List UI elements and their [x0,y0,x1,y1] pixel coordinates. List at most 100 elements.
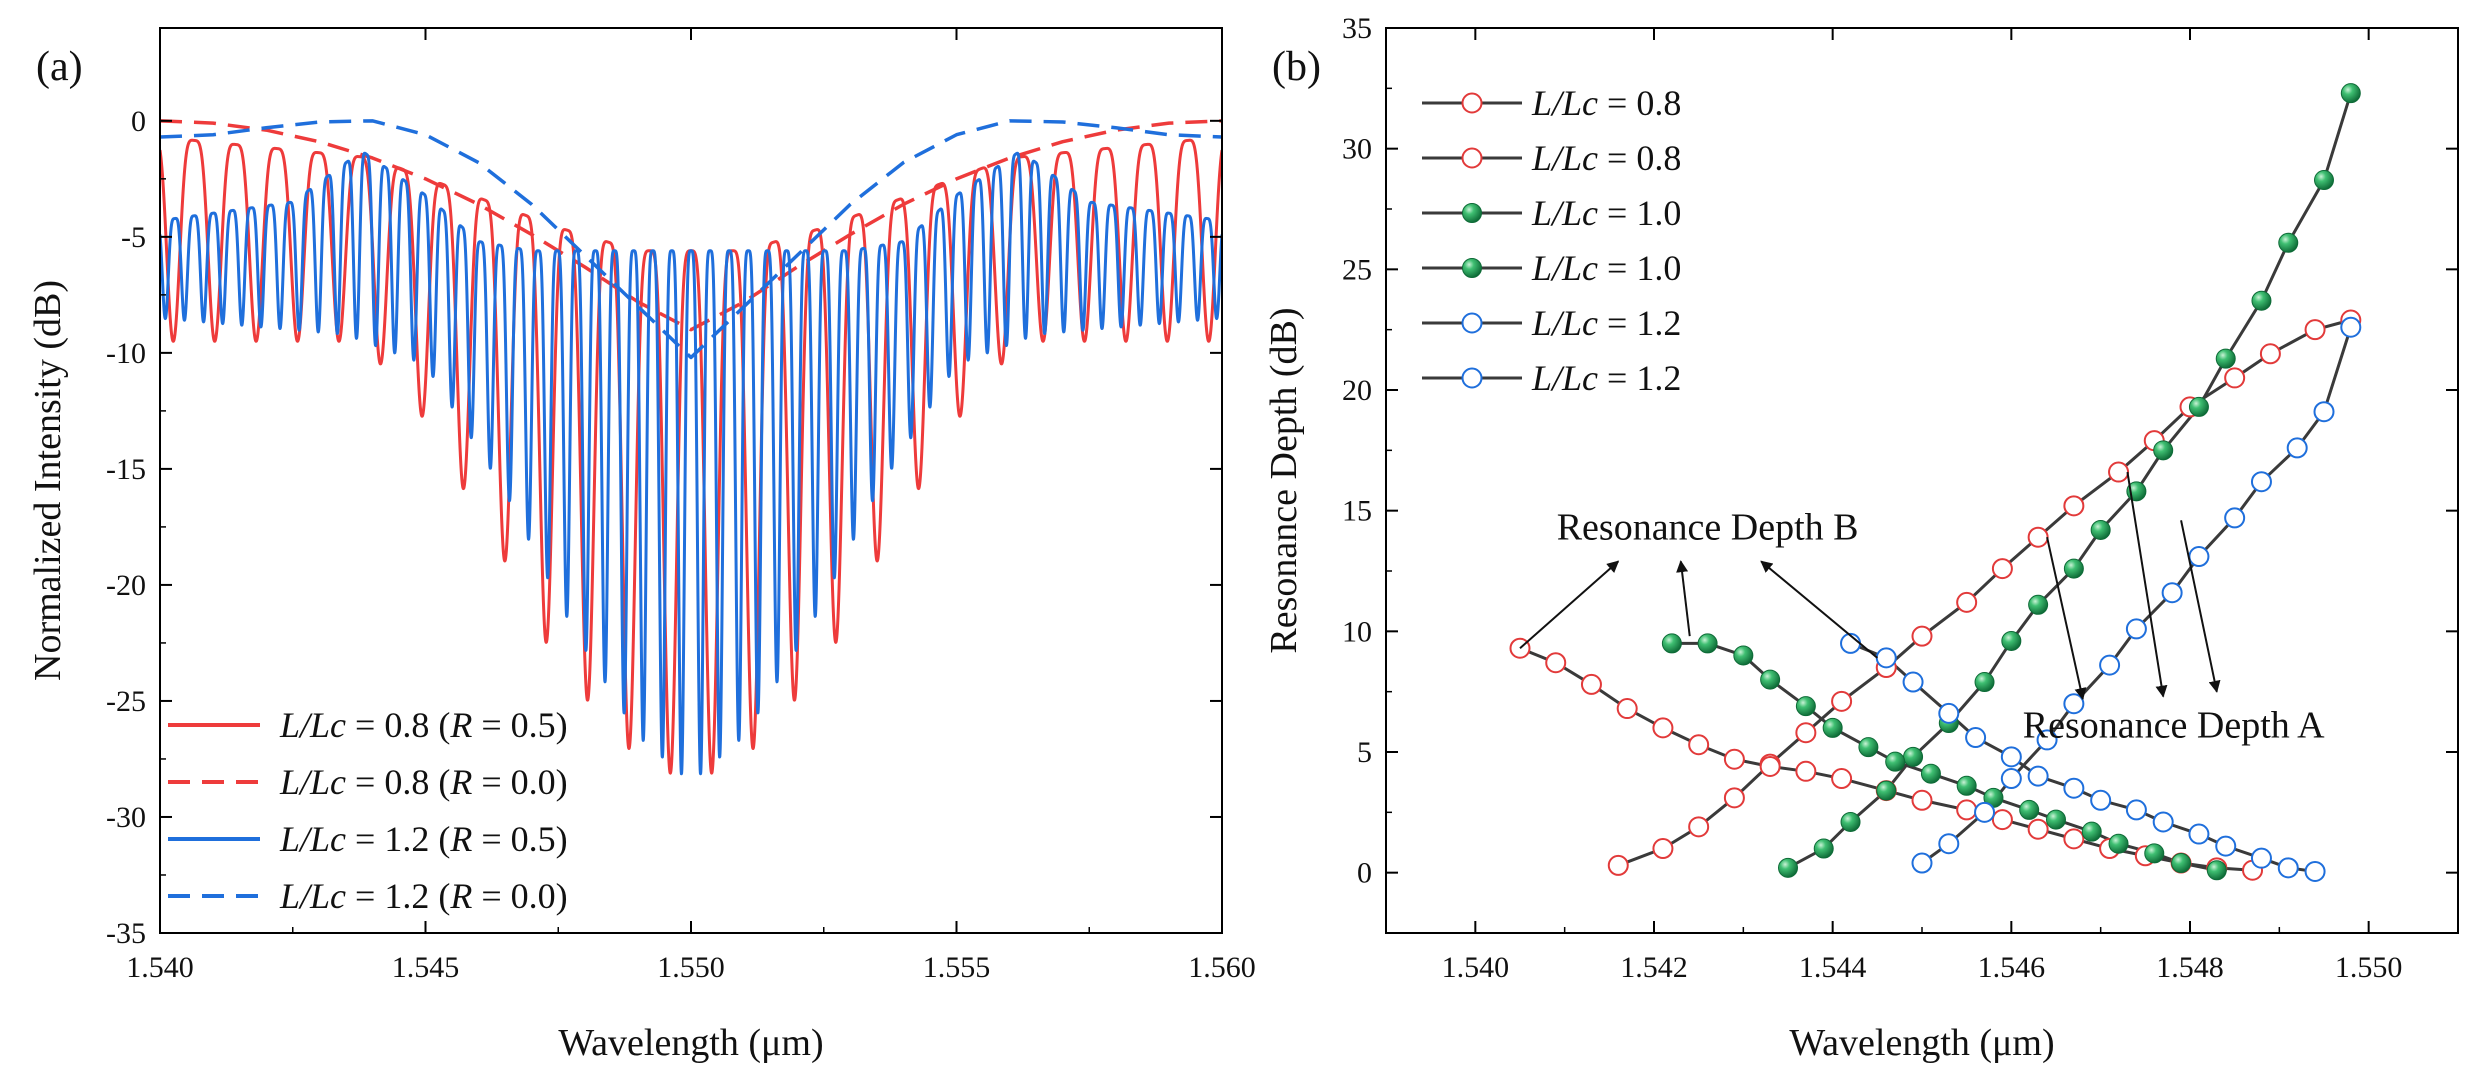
panel-b-point-s3-6 [1858,737,1879,758]
panel-b-legend: L/Lc = 0.8L/Lc = 0.8L/Lc = 1.0L/Lc = 1.0… [1422,83,1681,398]
panel-b-y-tick-label: 30 [1342,133,1372,166]
panel-a-legend-label-1-lhs: L/Lc [279,762,346,802]
panel-b-point-s1-15 [2063,828,2085,850]
panel-b-legend-label-5: L/Lc = 1.2 [1531,358,1681,398]
panel-b-point-s4-3 [2000,768,2022,790]
panel-a-y-tick-label: -25 [106,685,146,718]
panel-b-legend-label-0: L/Lc = 0.8 [1531,83,1681,123]
panel-b-series-line-0 [1617,318,2352,867]
panel-b-point-s5-9 [2125,799,2147,821]
panel-b-point-s0-0 [1607,854,1629,876]
panel-b-legend-marker-1 [1461,147,1483,169]
panel-b-point-s4-14 [2340,316,2362,338]
panel-b-arrow-a-2 [2180,520,2221,693]
panel-a-legend: L/Lc = 0.8 ( R = 0.5) L/Lc = 0.8 (R = 0.0)… [168,705,568,916]
panel-b-legend-label-1-val: = 0.8 [1598,138,1681,178]
panel-b-x-tick-label: 1.540 [1442,951,1510,984]
panel-b-legend-marker-5 [1461,367,1483,389]
panel-b-point-s3-16 [2171,853,2192,874]
panel-b-point-s1-13 [1991,809,2013,831]
panel-b-point-s4-10 [2224,507,2246,529]
panel-a-legend-label-0-lhs: L/Lc [279,705,346,745]
panel-b-arrow-b-1 [1676,560,1691,637]
panel-b-x-tick-label: 1.550 [2335,951,2403,984]
panel-a-series-line-0 [160,138,1222,775]
panel-a-y-tick-label: -10 [106,337,146,370]
panel-b-point-s1-3 [1616,698,1638,720]
panel-a-legend-label-0-rval: = 0.5) [472,705,567,745]
panel-b-point-s4-2 [1974,801,1996,823]
panel-b-point-s1-1 [1545,652,1567,674]
panel-b-point-s5-13 [2250,847,2272,869]
panel-b-point-s3-1 [1697,633,1718,654]
panel-b-legend-label-2: L/Lc = 1.0 [1531,193,1681,233]
panel-a-y-tick-label: -35 [106,917,146,950]
panel-b-legend-marker-2 [1462,203,1482,223]
panel-b-point-s5-12 [2215,835,2237,857]
panel-b-point-s0-10 [1991,558,2013,580]
panel-a-legend-label-3-val: = 1.2 ( [346,876,450,916]
panel-b-point-s2-18 [2340,83,2361,104]
panel-b-point-s4-13 [2313,401,2335,423]
panel-b-point-s5-10 [2152,811,2174,833]
panel-b-arrow-a-1 [2126,471,2168,698]
panel-b-y-tick-label: 25 [1342,253,1372,286]
panel-a-y-axis-label: Normalized Intensity (dB) [27,280,69,681]
panel-b-point-s0-12 [2063,495,2085,517]
panel-b-point-s5-7 [2063,777,2085,799]
panel-b-point-s1-9 [1831,768,1853,790]
panel-b-y-axis-label: Resonance Depth (dB) [1263,307,1305,653]
panel-a-legend-label-3: L/Lc = 1.2 (R = 0.0) [279,876,568,916]
panel-b-point-s4-9 [2188,546,2210,568]
panel-b-point-s2-12 [2153,440,2174,461]
panel-a-x-tick-label: 1.550 [657,951,725,984]
panel-b-point-s3-4 [1795,696,1816,717]
panel-b-point-s5-5 [2000,746,2022,768]
panel-b-point-s0-1 [1652,838,1674,860]
panel-a-series-line-1 [160,119,1222,332]
annotation-resonance-depth-a: Resonance Depth A [2023,705,2325,747]
panel-a-legend-label-3-r: R [449,876,472,916]
panel-b-point-s0-5 [1795,722,1817,744]
panel-b-legend-label-4: L/Lc = 1.2 [1531,303,1681,343]
panel-a-y-tick-label: -30 [106,801,146,834]
panel-b-point-s4-0 [1911,852,1933,874]
panel-b-point-s4-11 [2250,471,2272,493]
panel-b: (b) 1.540 1.542 1.544 1.546 1.548 1.550 0 5 10 15… [1263,12,2459,1064]
panel-b-y-tick-label: 20 [1342,374,1372,407]
panel-b-point-s0-18 [2304,319,2326,341]
panel-b-point-s3-14 [2108,833,2129,854]
panel-b-legend-label-3: L/Lc = 1.0 [1531,248,1681,288]
panel-b-point-s2-17 [2314,170,2334,191]
panel-b-legend-label-5-lhs: L/Lc [1531,358,1598,398]
panel-a-legend-label-0-val: = 0.8 ( [346,705,450,745]
panel-a-x-axis-label: Wavelength (μm) [558,1022,823,1064]
panel-b-legend-label-1: L/Lc = 0.8 [1531,138,1681,178]
panel-b-series-line-5 [1849,642,2316,873]
panel-a-legend-label-1-rval: = 0.0) [472,762,567,802]
panel-b-legend-label-4-val: = 1.2 [1598,303,1681,343]
annotation-resonance-depth-b: Resonance Depth B [1557,507,1859,549]
panel-b-point-s2-14 [2215,348,2236,369]
panel-b-point-s4-4 [2036,729,2058,751]
panel-b-point-s2-6 [1974,672,1995,693]
panel-a-legend-label-1: L/Lc = 0.8 (R = 0.0) [279,762,568,802]
panel-b-y-tick-label: 5 [1357,736,1372,769]
panel-a: (a) 1.540 1.545 1.550 1.555 1.560 -35 -30 -25 -2… [27,27,1256,1064]
panel-b-legend-label-3-val: = 1.0 [1598,248,1681,288]
panel-b-point-s3-17 [2206,860,2227,881]
panel-b-legend-label-0-lhs: L/Lc [1531,83,1598,123]
panel-b-legend-label-2-lhs: L/Lc [1531,193,1598,233]
panel-b-point-s2-3 [1876,780,1897,801]
panel-b-legend-label-2-val: = 1.0 [1598,193,1681,233]
panel-b-point-s5-4 [1965,727,1987,749]
panel-b-point-s3-9 [1956,775,1977,796]
panel-b-x-axis-label: Wavelength (μm) [1789,1022,2054,1064]
panel-b-arrow-a-0 [2046,536,2087,701]
panel-b-point-s3-2 [1733,645,1754,666]
panel-b-point-s3-5 [1822,717,1843,738]
panel-a-series-line-2 [160,151,1222,776]
panel-a-legend-label-3-rval: = 0.0) [472,876,567,916]
panel-b-y-tick-label: 10 [1342,615,1372,648]
panel-b-plot-area [1509,83,2362,882]
